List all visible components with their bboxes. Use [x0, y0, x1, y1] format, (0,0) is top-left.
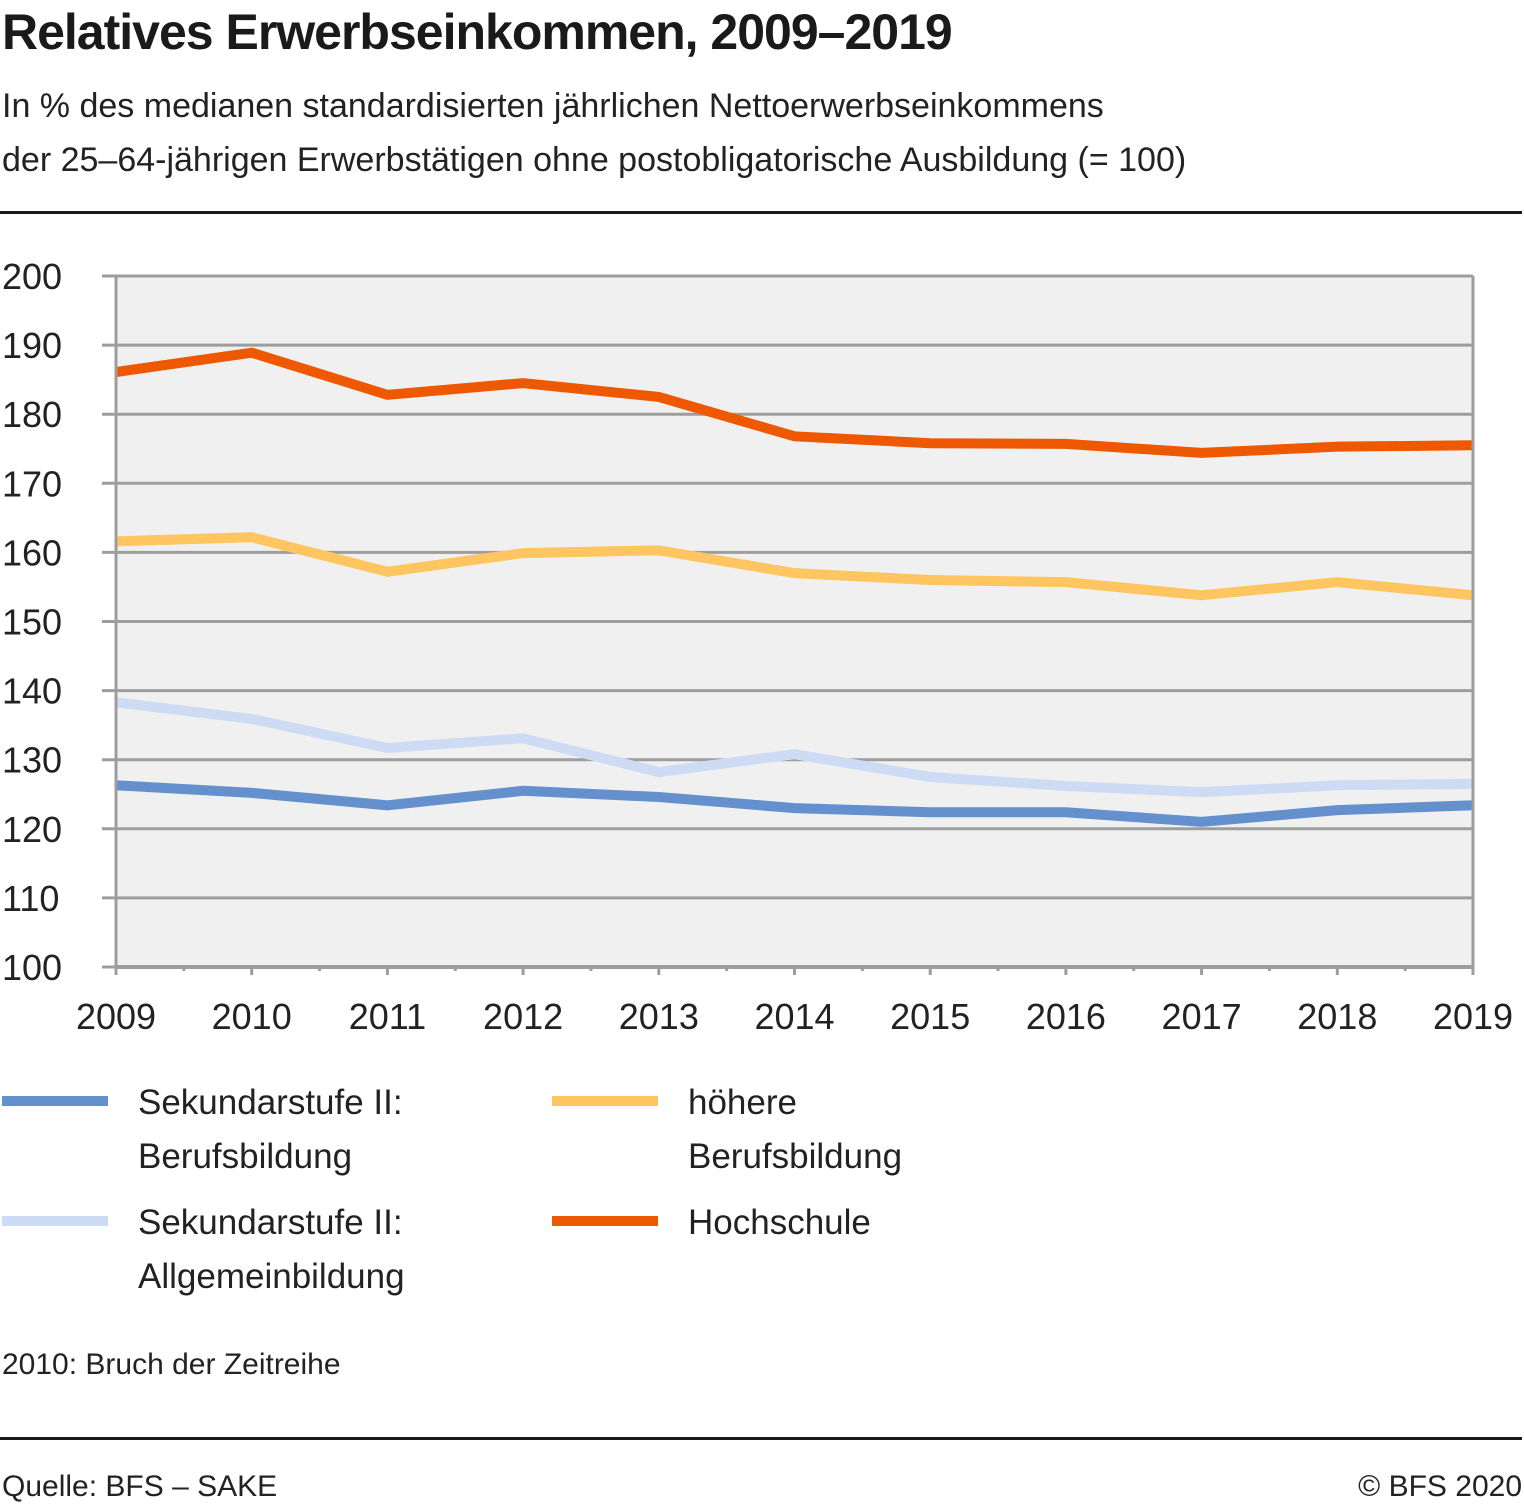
y-tick-label: 190: [2, 325, 62, 366]
x-tick-label: 2015: [890, 996, 970, 1037]
line-chart: 100 110 120 130 140 150 160 170 180 190 200 2009 201…: [2, 256, 1513, 1037]
x-tick-label: 2013: [619, 996, 699, 1037]
legend-item-allgemeinbildung: Sekundarstufe II: Allgemeinbildung: [2, 1196, 405, 1296]
chart-title: Relatives Erwerbseinkommen, 2009–2019: [2, 4, 953, 60]
y-tick-label: 130: [2, 740, 62, 781]
y-tick-label: 110: [2, 878, 59, 919]
legend-swatch: [552, 1216, 658, 1226]
copyright-text: © BFS 2020: [1358, 1470, 1522, 1503]
x-tick-label: 2016: [1026, 996, 1106, 1037]
y-tick-label: 140: [2, 671, 62, 712]
y-tick-label: 100: [2, 947, 62, 988]
x-tick-label: 2019: [1433, 996, 1513, 1037]
legend-item-berufsbildung: Sekundarstufe II: Berufsbildung: [2, 1076, 403, 1176]
legend-label: Sekundarstufe II: Allgemeinbildung: [138, 1203, 405, 1296]
legend-swatch: [552, 1096, 658, 1106]
chart-subtitle-line2: der 25–64-jährigen Erwerbstätigen ohne p…: [2, 141, 1187, 179]
legend-swatch: [2, 1216, 108, 1226]
x-tick-label: 2009: [76, 996, 156, 1037]
x-tick-label: 2010: [212, 996, 292, 1037]
legend-item-hoehere-berufsbildung: höhere Berufsbildung: [552, 1076, 902, 1176]
header-divider: [0, 211, 1522, 214]
y-tick-label: 170: [2, 463, 62, 504]
legend-label: Sekundarstufe II: Berufsbildung: [138, 1083, 403, 1176]
footnote: 2010: Bruch der Zeitreihe: [2, 1348, 341, 1381]
y-tick-label: 180: [2, 394, 62, 435]
y-tick-label: 120: [2, 809, 62, 850]
source-text: Quelle: BFS – SAKE: [2, 1470, 278, 1503]
y-tick-label: 160: [2, 532, 62, 573]
x-tick-label: 2014: [754, 996, 834, 1037]
legend-item-hochschule: Hochschule: [552, 1196, 871, 1242]
footer-divider: [0, 1437, 1522, 1440]
legend-swatch: [2, 1096, 108, 1106]
x-tick-label: 2018: [1297, 996, 1377, 1037]
x-tick-label: 2011: [349, 996, 426, 1037]
y-tick-label: 200: [2, 256, 62, 297]
legend-label: Hochschule: [688, 1203, 871, 1242]
x-tick-label: 2012: [483, 996, 563, 1037]
chart-subtitle-line1: In % des medianen standardisierten jährl…: [2, 87, 1104, 125]
legend-label: höhere Berufsbildung: [688, 1083, 903, 1176]
y-tick-label: 150: [2, 602, 62, 643]
x-tick-label: 2017: [1162, 996, 1242, 1037]
